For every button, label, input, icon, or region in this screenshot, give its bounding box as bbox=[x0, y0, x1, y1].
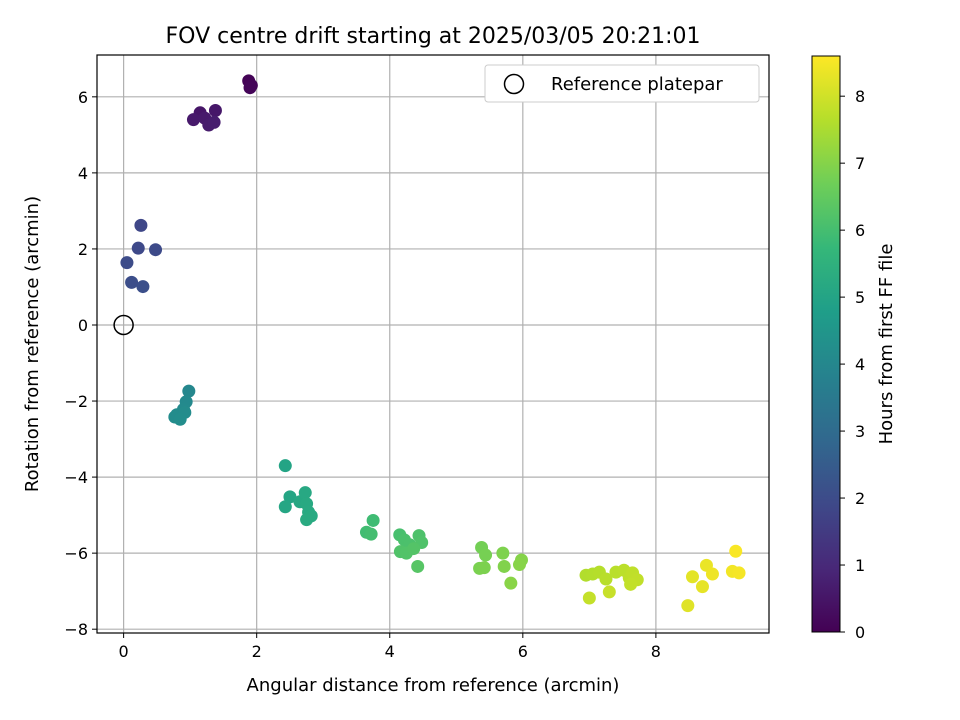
scatter-point bbox=[364, 527, 378, 541]
colorbar-tick-label: 6 bbox=[855, 221, 865, 240]
plot-frame bbox=[96, 54, 770, 634]
scatter-point bbox=[681, 599, 695, 613]
scatter-point bbox=[243, 81, 257, 95]
reference-platepar-marker bbox=[113, 314, 134, 336]
scatter-point bbox=[624, 577, 638, 591]
x-tick-label: 6 bbox=[518, 642, 528, 661]
colorbar-tick-label: 2 bbox=[855, 489, 865, 508]
legend-box bbox=[484, 64, 760, 103]
y-tick-label: 2 bbox=[78, 240, 88, 259]
y-tick-label: 0 bbox=[78, 316, 88, 335]
y-tick-label: −4 bbox=[64, 468, 88, 487]
legend: Reference platepar bbox=[484, 64, 760, 103]
reference-point-group bbox=[113, 314, 134, 336]
scatter-point bbox=[149, 243, 163, 257]
scatter-point bbox=[407, 542, 421, 556]
scatter-point bbox=[131, 241, 145, 255]
scatter-point bbox=[497, 559, 511, 573]
colorbar-tick-label: 3 bbox=[855, 422, 865, 441]
x-axis-ticks: 0 2 4 6 8 bbox=[119, 633, 661, 661]
colorbar-label: Hours from first FF file bbox=[876, 244, 897, 445]
scatter-point bbox=[278, 459, 292, 473]
scatter-point bbox=[732, 566, 746, 580]
scatter-point bbox=[366, 513, 380, 527]
scatter-point bbox=[496, 546, 510, 560]
colorbar-tick-label: 0 bbox=[855, 623, 865, 642]
y-axis-label: Rotation from reference (arcmin) bbox=[22, 196, 43, 492]
y-tick-label: −8 bbox=[64, 620, 88, 639]
scatter-point bbox=[504, 576, 518, 590]
x-axis-label: Angular distance from reference (arcmin) bbox=[247, 675, 620, 696]
scatter-point bbox=[134, 218, 148, 232]
colorbar: 0 1 2 3 4 5 6 7 8 Hours from first FF file bbox=[811, 55, 897, 642]
y-tick-label: 4 bbox=[78, 164, 88, 183]
colorbar-tick-label: 5 bbox=[855, 288, 865, 307]
scatter-point bbox=[182, 384, 196, 398]
plot-background bbox=[97, 55, 769, 633]
plot-area: 0 2 4 6 8 −8 −6 −4 −2 0 2 4 6 bbox=[64, 54, 770, 661]
chart-title: FOV centre drift starting at 2025/03/05 … bbox=[166, 24, 701, 49]
scatter-point bbox=[173, 412, 187, 426]
colorbar-gradient bbox=[811, 55, 841, 633]
scatter-point bbox=[512, 558, 526, 572]
y-axis-ticks: −8 −6 −4 −2 0 2 4 6 bbox=[64, 88, 97, 639]
scatter-point bbox=[582, 591, 596, 605]
scatter-point bbox=[477, 561, 491, 575]
scatter-point bbox=[411, 559, 425, 573]
scatter-point bbox=[136, 280, 150, 294]
legend-marker bbox=[503, 73, 525, 95]
scatter-point bbox=[705, 567, 719, 581]
y-tick-label: 6 bbox=[78, 88, 88, 107]
scatter-point bbox=[685, 570, 699, 584]
scatter-point bbox=[208, 104, 222, 118]
colorbar-tick-label: 8 bbox=[855, 87, 865, 106]
x-tick-label: 4 bbox=[385, 642, 395, 661]
scatter-point bbox=[120, 256, 134, 270]
x-tick-label: 8 bbox=[651, 642, 661, 661]
y-tick-label: −6 bbox=[64, 544, 88, 563]
colorbar-tick-label: 7 bbox=[855, 154, 865, 173]
scatter-point bbox=[186, 113, 200, 127]
x-tick-label: 2 bbox=[252, 642, 262, 661]
y-tick-label: −2 bbox=[64, 392, 88, 411]
scatter-point bbox=[695, 580, 709, 594]
colorbar-tick-label: 4 bbox=[855, 355, 865, 374]
scatter-point bbox=[278, 500, 292, 514]
scatter-point bbox=[298, 486, 312, 500]
scatter-point bbox=[479, 548, 493, 562]
scatter-point bbox=[300, 513, 314, 527]
colorbar-tick-label: 1 bbox=[855, 556, 865, 575]
scatter-point bbox=[599, 572, 613, 586]
x-tick-label: 0 bbox=[119, 642, 129, 661]
scatter-point bbox=[729, 544, 743, 558]
scatter-point bbox=[602, 585, 616, 599]
scatter-point bbox=[207, 115, 221, 129]
colorbar-ticks: 0 1 2 3 4 5 6 7 8 bbox=[840, 87, 865, 642]
scatter-points bbox=[120, 74, 746, 613]
scatter-point bbox=[283, 490, 297, 504]
scatter-point bbox=[125, 275, 139, 289]
legend-label: Reference platepar bbox=[551, 74, 723, 95]
